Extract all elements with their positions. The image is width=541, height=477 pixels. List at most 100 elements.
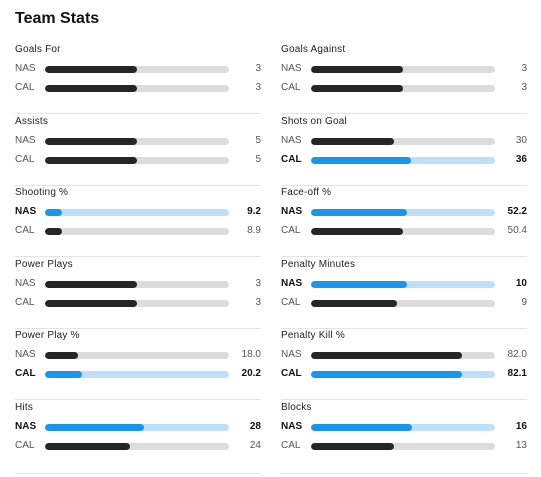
stat-label: Goals Against bbox=[281, 44, 346, 55]
stat-goals-against: Goals Against NAS 3 CAL 3 bbox=[281, 42, 527, 114]
stat-value: 3 bbox=[521, 82, 527, 93]
stat-label: Assists bbox=[15, 115, 49, 127]
stat-row-nas: NAS 52.2 bbox=[281, 206, 527, 218]
stat-bar-track bbox=[311, 156, 495, 164]
stat-row-nas: NAS 10 bbox=[281, 278, 527, 290]
stat-bar-fill bbox=[45, 85, 137, 92]
stat-row-nas: NAS 3 bbox=[15, 63, 261, 75]
stat-shots-on-goal: Shots on Goal NAS 30 CAL 36 bbox=[281, 114, 527, 186]
stat-bar-track bbox=[45, 156, 229, 164]
team-abbrev: NAS bbox=[15, 349, 36, 360]
stat-bar-fill bbox=[311, 228, 403, 235]
stat-row-cal: CAL 3 bbox=[281, 82, 527, 94]
team-abbrev: NAS bbox=[15, 134, 36, 146]
divider bbox=[15, 113, 261, 114]
stat-bar-track bbox=[311, 299, 495, 307]
stat-row-nas: NAS 30 bbox=[281, 135, 527, 147]
stat-bar-fill bbox=[45, 137, 137, 145]
stat-power-plays: Power Plays NAS 3 CAL 3 bbox=[15, 257, 261, 329]
stat-bar-track bbox=[311, 209, 495, 216]
stat-value: 9.2 bbox=[247, 206, 261, 217]
stat-bar-track bbox=[45, 299, 229, 307]
stat-bar-track bbox=[45, 209, 229, 216]
stat-label: Blocks bbox=[281, 401, 312, 413]
stat-bar-track bbox=[311, 352, 495, 359]
page-title: Team Stats bbox=[15, 10, 100, 27]
stat-bar-track bbox=[45, 137, 229, 145]
stat-bar-track bbox=[45, 371, 229, 378]
stat-bar-fill bbox=[45, 209, 62, 216]
stat-bar-fill bbox=[45, 423, 145, 431]
stat-bar-track bbox=[311, 85, 495, 92]
stat-row-nas: NAS 3 bbox=[15, 278, 261, 290]
team-abbrev: CAL bbox=[281, 439, 301, 451]
stat-label: Goals For bbox=[15, 44, 61, 55]
stat-bar-fill bbox=[311, 371, 462, 378]
stat-penalty-minutes: Penalty Minutes NAS 10 CAL 9 bbox=[281, 257, 527, 329]
stat-bar-track bbox=[311, 442, 495, 450]
stat-face-off: Face-off % NAS 52.2 CAL 50.4 bbox=[281, 185, 527, 257]
stat-bar-track bbox=[45, 442, 229, 450]
team-abbrev: CAL bbox=[281, 296, 301, 308]
stat-row-cal: CAL 5 bbox=[15, 154, 261, 166]
divider bbox=[15, 184, 261, 186]
stat-bar-track bbox=[311, 66, 495, 73]
stat-bar-fill bbox=[311, 66, 403, 73]
stat-penalty-kill: Penalty Kill % NAS 82.0 CAL 82.1 bbox=[281, 328, 527, 400]
stat-row-cal: CAL 50.4 bbox=[281, 225, 527, 237]
team-abbrev: CAL bbox=[281, 368, 302, 379]
team-abbrev: NAS bbox=[281, 277, 303, 289]
stat-row-cal: CAL 36 bbox=[281, 154, 527, 166]
stat-value: 30 bbox=[515, 134, 527, 146]
stat-value: 3 bbox=[521, 63, 527, 74]
stat-value: 18.0 bbox=[241, 349, 261, 360]
stat-bar-track bbox=[311, 228, 495, 235]
stat-label: Penalty Minutes bbox=[281, 258, 356, 270]
stat-bar-track bbox=[45, 352, 229, 359]
team-abbrev: CAL bbox=[281, 153, 302, 165]
divider bbox=[281, 184, 527, 186]
stat-label: Hits bbox=[15, 401, 34, 413]
stat-row-nas: NAS 16 bbox=[281, 421, 527, 433]
stat-bar-fill bbox=[311, 423, 413, 431]
stat-value: 36 bbox=[515, 153, 527, 165]
stat-bar-fill bbox=[45, 442, 130, 450]
divider bbox=[15, 399, 261, 400]
team-abbrev: NAS bbox=[15, 277, 36, 289]
divider bbox=[281, 472, 527, 474]
stat-bar-track bbox=[311, 371, 495, 378]
team-abbrev: CAL bbox=[15, 296, 35, 308]
stat-value: 82.0 bbox=[507, 349, 527, 360]
team-abbrev: NAS bbox=[15, 420, 37, 432]
stat-value: 5 bbox=[255, 153, 261, 165]
stat-bar-fill bbox=[45, 280, 137, 288]
stat-hits: Hits NAS 28 CAL 24 bbox=[15, 400, 261, 474]
stat-goals-for: Goals For NAS 3 CAL 3 bbox=[15, 42, 261, 114]
team-abbrev: NAS bbox=[281, 63, 302, 74]
stat-bar-fill bbox=[311, 280, 407, 288]
stat-row-cal: CAL 9 bbox=[281, 297, 527, 309]
stat-label: Shooting % bbox=[15, 187, 69, 198]
stat-label: Power Plays bbox=[15, 258, 73, 270]
team-abbrev: CAL bbox=[281, 82, 301, 93]
team-abbrev: NAS bbox=[281, 206, 303, 217]
stat-value: 5 bbox=[255, 134, 261, 146]
stat-value: 13 bbox=[515, 439, 527, 451]
divider bbox=[15, 327, 261, 329]
stat-row-nas: NAS 28 bbox=[15, 421, 261, 433]
divider bbox=[281, 327, 527, 329]
stat-bar-fill bbox=[45, 299, 137, 307]
stat-row-nas: NAS 3 bbox=[281, 63, 527, 75]
stat-row-nas: NAS 5 bbox=[15, 135, 261, 147]
stat-row-cal: CAL 20.2 bbox=[15, 368, 261, 380]
stat-value: 20.2 bbox=[241, 368, 261, 379]
stat-blocks: Blocks NAS 16 CAL 13 bbox=[281, 400, 527, 474]
stat-label: Penalty Kill % bbox=[281, 330, 345, 341]
team-abbrev: CAL bbox=[15, 153, 35, 165]
stat-value: 82.1 bbox=[507, 368, 527, 379]
stat-bar-track bbox=[45, 228, 229, 235]
stat-bar-track bbox=[45, 85, 229, 92]
stat-value: 16 bbox=[515, 420, 527, 432]
stat-bar-fill bbox=[311, 156, 412, 164]
stat-bar-fill bbox=[45, 156, 137, 164]
